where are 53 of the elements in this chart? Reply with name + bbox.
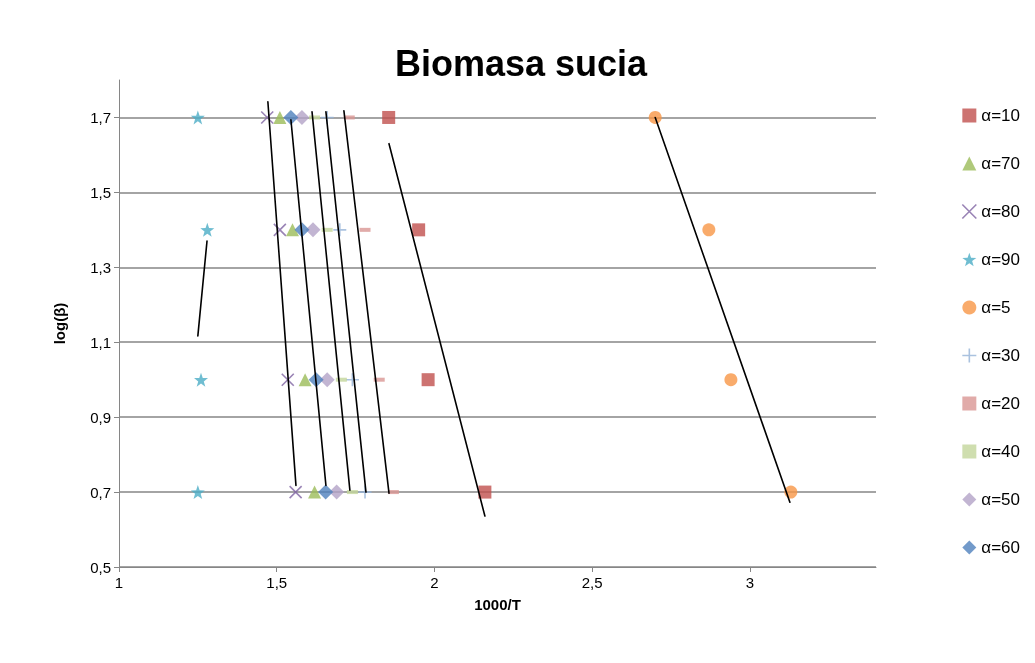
y-axis-title: log(β) <box>51 302 68 345</box>
legend-label: α=5 <box>981 298 1011 317</box>
legend-label: α=70 <box>981 154 1021 173</box>
point <box>283 109 299 125</box>
point <box>273 223 287 237</box>
point <box>702 223 716 237</box>
legend-label: α=20 <box>981 394 1021 413</box>
point <box>288 485 303 499</box>
point <box>285 223 299 237</box>
x-axis-title: 1000/T <box>474 596 521 613</box>
point <box>305 222 321 238</box>
point <box>421 373 435 387</box>
point <box>648 110 662 124</box>
point <box>345 372 360 387</box>
y-tick-label: 0,9 <box>90 408 111 426</box>
point <box>260 110 275 125</box>
point <box>308 485 322 499</box>
point <box>319 372 335 388</box>
point <box>190 110 205 125</box>
chart-title: Biomasa sucia <box>395 42 649 84</box>
legend-label: α=80 <box>981 202 1021 221</box>
x-tick-label: 3 <box>745 574 755 591</box>
point <box>294 109 310 125</box>
legend-label: α=40 <box>981 442 1021 461</box>
legend-label: α=90 <box>981 250 1021 269</box>
x-tick-label: 1,5 <box>266 574 288 591</box>
point <box>329 484 345 500</box>
legend-label: α=10 <box>981 106 1021 125</box>
point <box>194 372 209 387</box>
legend-label: α=50 <box>981 490 1021 509</box>
point <box>273 110 287 124</box>
x-tick-label: 2 <box>430 574 439 591</box>
point <box>298 373 312 387</box>
legend-label: α=60 <box>981 538 1021 557</box>
point <box>318 484 334 500</box>
point <box>200 222 215 237</box>
x-tick-label: 1 <box>114 574 124 591</box>
point <box>357 484 373 500</box>
point <box>382 110 396 124</box>
y-tick-label: 1,1 <box>90 333 111 351</box>
point <box>478 485 492 499</box>
legend-label: α=30 <box>981 346 1021 365</box>
point <box>280 372 295 387</box>
point <box>190 485 205 500</box>
y-tick-label: 0,5 <box>90 558 111 576</box>
y-tick-label: 1,7 <box>90 108 111 126</box>
point <box>412 223 426 237</box>
y-tick-label: 0,7 <box>90 483 111 501</box>
x-tick-label: 2,5 <box>581 574 603 591</box>
point <box>332 222 348 238</box>
y-tick-label: 1,3 <box>90 258 111 276</box>
y-tick-label: 1,5 <box>90 183 111 201</box>
point <box>724 373 738 387</box>
